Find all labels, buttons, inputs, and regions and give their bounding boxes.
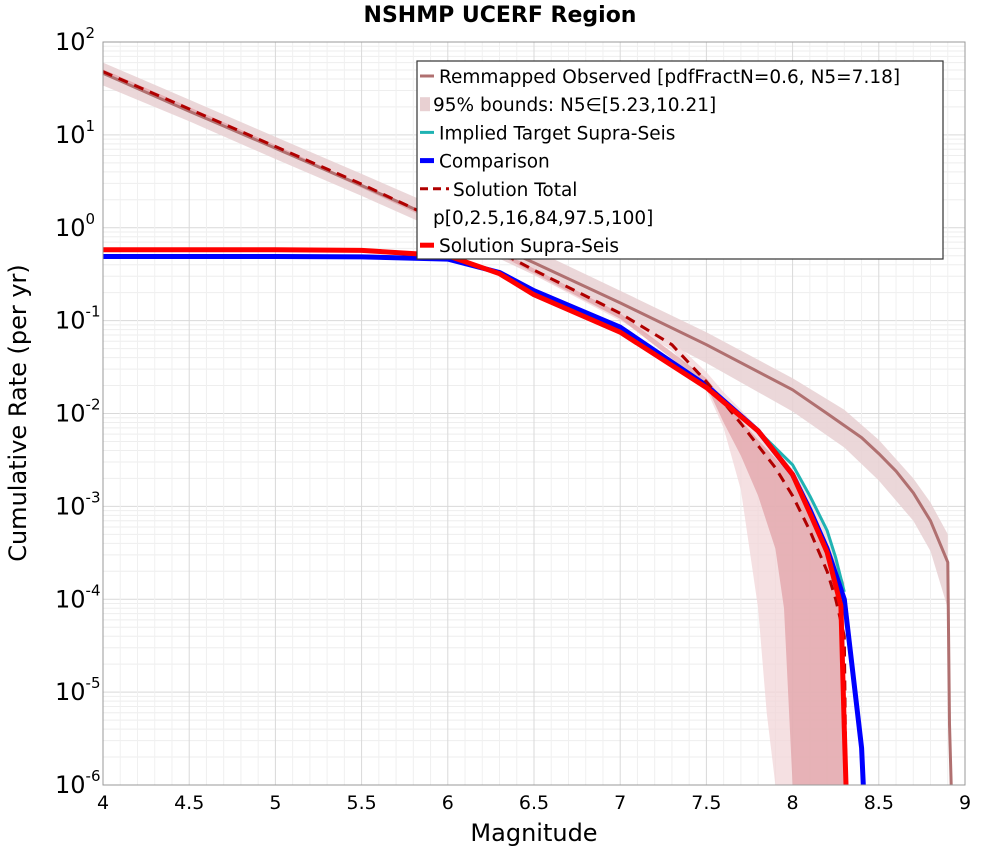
chart-title: NSHMP UCERF Region xyxy=(364,3,637,28)
y-tick-label: 100 xyxy=(55,210,95,242)
series-line-5 xyxy=(103,247,849,786)
x-tick-label: 4 xyxy=(97,792,109,814)
plot-frame xyxy=(102,41,966,786)
y-tick-label: 10-4 xyxy=(55,581,101,613)
legend-label: Solution Supra-Seis xyxy=(439,236,619,257)
y-tick-label: 10-5 xyxy=(55,674,101,706)
y-axis-ticks: 10-6 10-5 10-4 10-3 10-2 10-1 100 101 102 xyxy=(55,24,101,799)
y-tick-label: 10-3 xyxy=(55,488,101,520)
legend-label: 95% bounds: N5∈[5.23,10.21] xyxy=(433,95,716,116)
legend-label: Remmapped Observed [pdfFractN=0.6, N5=7.… xyxy=(439,67,900,88)
confidence-band-1 xyxy=(103,62,948,609)
x-tick-label: 7.5 xyxy=(691,792,721,814)
confidence-band-2 xyxy=(103,68,845,785)
x-tick-label: 4.5 xyxy=(174,792,204,814)
y-tick-label: 10-6 xyxy=(55,767,101,799)
y-tick-label: 10-1 xyxy=(55,303,101,335)
y-axis-label: Cumulative Rate (per yr) xyxy=(4,264,32,562)
legend-label: Implied Target Supra-Seis xyxy=(439,123,675,144)
series-line-1 xyxy=(102,71,953,786)
x-axis-label: Magnitude xyxy=(470,819,597,847)
x-tick-label: 7 xyxy=(614,792,626,814)
x-tick-label: 6.5 xyxy=(519,792,549,814)
x-tick-label: 8.5 xyxy=(864,792,894,814)
y-tick-label: 10-2 xyxy=(55,396,101,428)
y-tick-label: 102 xyxy=(55,24,95,56)
legend: Remmapped Observed [pdfFractN=0.6, N5=7.… xyxy=(416,60,944,260)
legend-label: p[0,2.5,16,84,97.5,100] xyxy=(433,208,653,229)
y-tick-label: 101 xyxy=(55,117,95,149)
legend-label: Comparison xyxy=(439,152,550,173)
x-tick-label: 6 xyxy=(442,792,454,814)
x-tick-label: 9 xyxy=(959,792,971,814)
series-layer xyxy=(102,70,953,786)
x-axis-ticks: 4 4.5 5 5.5 6 6.5 7 7.5 8 8.5 9 xyxy=(97,792,971,814)
band-layer xyxy=(103,62,948,785)
legend-box xyxy=(416,60,944,260)
legend-swatch xyxy=(420,97,430,112)
x-tick-label: 5 xyxy=(269,792,281,814)
x-tick-label: 5.5 xyxy=(346,792,376,814)
x-tick-label: 8 xyxy=(787,792,799,814)
legend-label: Solution Total xyxy=(453,180,577,201)
